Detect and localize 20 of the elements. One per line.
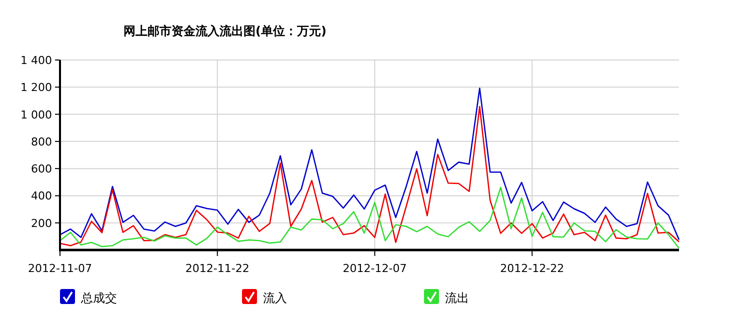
x-tick-label: 2012-12-22: [500, 262, 564, 275]
legend-label: 总成交: [80, 291, 117, 305]
x-tick-label: 2012-11-07: [28, 262, 92, 275]
y-tick-label: 1 200: [20, 81, 52, 94]
y-tick-label: 1 000: [20, 108, 52, 122]
y-tick-label: 600: [31, 162, 52, 176]
y-tick-label: 800: [31, 135, 52, 148]
x-tick-label: 2012-11-22: [185, 262, 250, 275]
legend-item: 流入: [242, 289, 287, 305]
y-tick-label: 200: [31, 216, 52, 230]
legend-label: 流出: [445, 291, 469, 305]
legend-item: 总成交: [60, 289, 117, 305]
chart-title: 网上邮市资金流入流出图(单位：万元): [124, 24, 326, 38]
y-tick-label: 1 400: [20, 54, 52, 67]
x-tick-label: 2012-12-07: [342, 262, 407, 275]
y-tick-label: 400: [31, 190, 52, 203]
line-series: [59, 88, 680, 240]
line-series: [59, 106, 680, 246]
legend-item: 流出: [424, 289, 469, 305]
legend-label: 流入: [263, 291, 287, 305]
